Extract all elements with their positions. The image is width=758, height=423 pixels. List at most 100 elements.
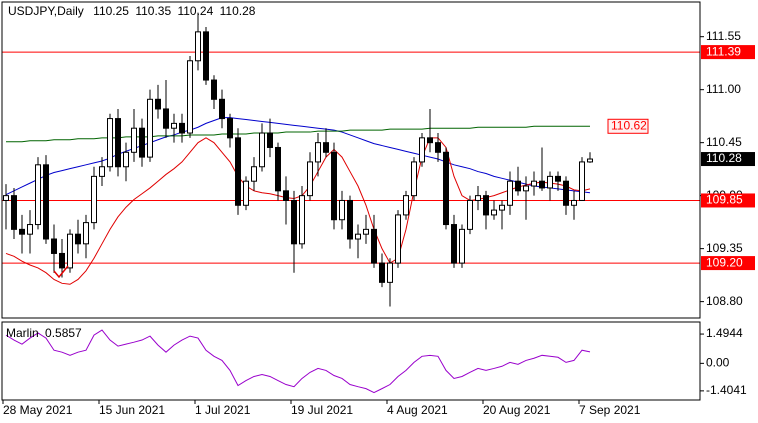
candle-body xyxy=(107,118,113,168)
candle-body xyxy=(19,228,25,235)
moving-average xyxy=(5,117,591,196)
candle-body xyxy=(3,195,9,201)
candle-body xyxy=(315,142,321,163)
level-label-box xyxy=(701,193,755,208)
candle-body xyxy=(307,161,313,197)
candle-body xyxy=(219,98,225,120)
indicator-name: Marlin xyxy=(6,326,39,340)
level-label-box xyxy=(701,256,755,271)
candle-body xyxy=(483,195,489,216)
moving-average xyxy=(6,125,590,143)
candle-body xyxy=(579,161,585,201)
level-label: 111.39 xyxy=(706,44,741,58)
candle-body xyxy=(131,127,137,153)
candle-body xyxy=(163,108,169,129)
candle-body xyxy=(115,118,121,168)
candle-body xyxy=(571,199,577,206)
candle-body xyxy=(51,238,57,254)
candle-body xyxy=(435,142,441,153)
candle-body xyxy=(43,164,49,240)
price-label: 110.62 xyxy=(611,118,647,132)
candle-body xyxy=(75,233,81,245)
candle-body xyxy=(203,31,209,81)
candle-body xyxy=(539,180,545,189)
candle-body xyxy=(11,195,17,230)
x-tick-label: 20 Aug 2021 xyxy=(483,403,551,417)
candle-body xyxy=(67,233,73,269)
candle-body xyxy=(227,118,233,139)
candle-body xyxy=(531,180,537,187)
x-tick-label: 4 Aug 2021 xyxy=(387,403,448,417)
ohlc-close: 110.28 xyxy=(220,4,256,18)
candle-body xyxy=(451,224,457,264)
candle-body xyxy=(387,262,393,283)
candle-body xyxy=(139,127,145,158)
candle-body xyxy=(27,224,33,235)
candle-body xyxy=(475,195,481,201)
x-tick-label: 1 Jul 2021 xyxy=(195,403,251,417)
candle-body xyxy=(563,180,569,206)
y-tick-label: 109.35 xyxy=(706,241,743,255)
ohlc-low: 110.24 xyxy=(177,4,213,18)
candle-body xyxy=(259,132,265,168)
candle-body xyxy=(59,252,65,269)
candle-body xyxy=(411,161,417,197)
level-label-box xyxy=(701,45,755,60)
candle-body xyxy=(331,151,337,221)
candle-body xyxy=(99,166,105,177)
candle-body xyxy=(339,199,345,221)
candle-body xyxy=(147,98,153,158)
candle-body xyxy=(427,137,433,144)
check-mark xyxy=(53,265,69,279)
candle-body xyxy=(275,146,281,192)
current-price-label: 110.28 xyxy=(706,151,742,165)
level-label: 109.20 xyxy=(706,255,743,269)
y-tick-label: 0.00 xyxy=(706,356,730,370)
x-tick-label: 7 Sep 2021 xyxy=(579,403,641,417)
candle-body xyxy=(491,209,497,216)
candle-body xyxy=(123,151,129,168)
ohlc-open: 110.25 xyxy=(93,4,129,18)
candle-body xyxy=(467,199,473,230)
x-tick-label: 28 May 2021 xyxy=(3,403,73,417)
ohlc-high: 110.35 xyxy=(135,4,171,18)
candle-body xyxy=(499,204,505,211)
candle-body xyxy=(347,199,353,240)
candle-body xyxy=(363,228,369,235)
x-tick-label: 15 Jun 2021 xyxy=(99,403,165,417)
level-label: 109.85 xyxy=(706,193,743,207)
candle-body xyxy=(179,122,185,134)
x-tick-label: 19 Jul 2021 xyxy=(291,403,353,417)
candle-body xyxy=(35,164,41,226)
main-frame xyxy=(1,1,701,319)
candle-body xyxy=(443,151,449,226)
candle-body xyxy=(291,199,297,245)
chart-title: USDJPY,Daily 110.25 110.35 110.24 110.28 xyxy=(8,4,256,18)
y-tick-label: 1.4944 xyxy=(706,326,743,340)
candle-body xyxy=(355,233,361,240)
price-label-box xyxy=(607,118,649,134)
current-price-box xyxy=(701,152,755,167)
candle-body xyxy=(395,214,401,264)
indicator-line xyxy=(5,329,591,394)
candle-body xyxy=(523,185,529,192)
candle-body xyxy=(283,190,289,201)
indicator-frame xyxy=(1,321,701,401)
candle-body xyxy=(243,180,249,206)
plot-layer: 111.55111.00110.45109.90109.35108.80111.… xyxy=(2,12,755,417)
candle-body xyxy=(251,166,257,182)
candle-body xyxy=(83,222,89,245)
y-tick-label: -1.4041 xyxy=(706,383,747,397)
candle-body xyxy=(171,122,177,129)
candle-body xyxy=(459,228,465,264)
candle-body xyxy=(155,98,161,110)
candle-body xyxy=(91,175,97,224)
y-tick-label: 111.55 xyxy=(706,29,741,43)
candle-body xyxy=(379,262,385,283)
candle-body xyxy=(267,132,273,148)
candle-body xyxy=(195,31,201,62)
candle-body xyxy=(547,175,553,189)
y-tick-label: 108.80 xyxy=(706,294,743,308)
